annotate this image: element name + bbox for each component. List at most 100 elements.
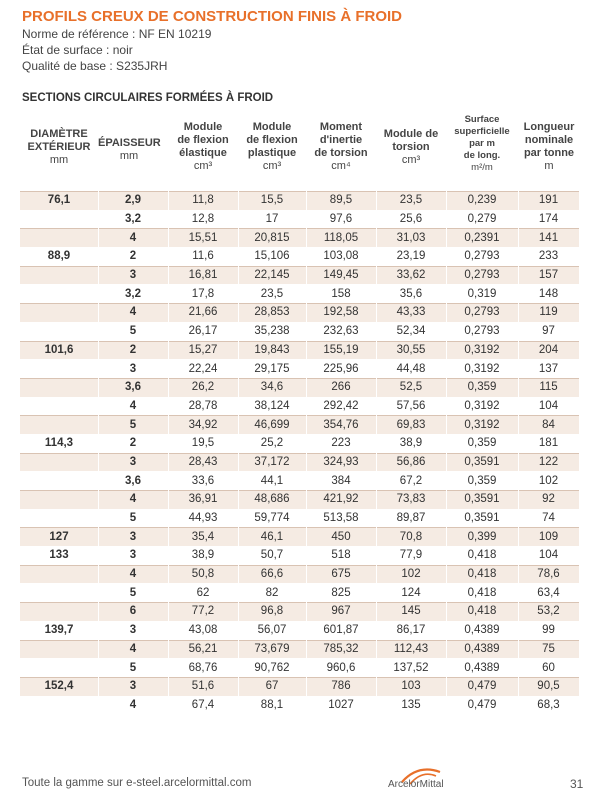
cell-surface: 0,3192 bbox=[464, 343, 500, 356]
column-divider bbox=[376, 639, 377, 659]
column-divider bbox=[446, 191, 447, 210]
column-divider bbox=[238, 396, 239, 416]
page-title: PROFILS CREUX DE CONSTRUCTION FINIS À FR… bbox=[22, 8, 403, 25]
cell-module-torsion: 124 bbox=[401, 586, 421, 599]
cell-diametre bbox=[20, 640, 98, 659]
table-row: 114,3 2 19,5 25,2 223 38,9 0,359 181 bbox=[20, 433, 579, 453]
cell-module-torsion: 23,5 bbox=[399, 194, 423, 207]
column-divider bbox=[518, 564, 519, 584]
column-divider bbox=[306, 228, 307, 248]
cell-epaisseur: 2 bbox=[129, 250, 137, 263]
column-divider bbox=[98, 620, 99, 640]
cell-module-plastique: 56,07 bbox=[257, 624, 287, 637]
cell-moment-inertie: 103,08 bbox=[323, 250, 359, 263]
cell-diametre: 127 bbox=[49, 530, 69, 543]
column-divider bbox=[376, 546, 377, 565]
column-divider bbox=[168, 265, 169, 285]
column-divider bbox=[446, 377, 447, 397]
column-divider bbox=[238, 415, 239, 434]
column-divider bbox=[98, 452, 99, 472]
cell-module-plastique: 90,762 bbox=[254, 661, 290, 674]
column-divider bbox=[518, 191, 519, 210]
cell-longueur: 148 bbox=[538, 287, 559, 300]
cell-moment-inertie: 825 bbox=[331, 586, 351, 599]
footer-link[interactable]: Toute la gamme sur e-steel.arcelormittal… bbox=[22, 777, 252, 789]
column-divider bbox=[238, 321, 239, 341]
column-divider bbox=[518, 639, 519, 659]
brand-name: ArcelorMittal bbox=[388, 779, 444, 790]
column-divider bbox=[168, 247, 169, 266]
column-divider bbox=[446, 303, 447, 322]
column-divider bbox=[98, 303, 99, 322]
column-divider bbox=[518, 433, 519, 453]
cell-module-plastique: 67 bbox=[265, 680, 279, 693]
column-divider bbox=[168, 396, 169, 416]
column-divider bbox=[306, 247, 307, 266]
cell-longueur: 78,6 bbox=[537, 568, 560, 581]
header-module-plastique: Module de flexion plastique cm³ bbox=[238, 121, 306, 173]
cell-module-plastique: 17 bbox=[265, 213, 279, 226]
column-divider bbox=[376, 658, 377, 677]
column-divider bbox=[168, 546, 169, 565]
table-row: 4 36,91 48,686 421,92 73,83 0,3591 92 bbox=[20, 490, 579, 509]
header-module-elastique: Module de flexion élastique cm³ bbox=[168, 121, 238, 173]
cell-epaisseur: 4 bbox=[129, 493, 137, 506]
column-divider bbox=[376, 209, 377, 229]
cell-module-torsion: 57,56 bbox=[396, 399, 426, 412]
cell-longueur: 84 bbox=[542, 418, 555, 431]
cell-module-torsion: 56,86 bbox=[396, 455, 426, 468]
column-divider bbox=[98, 284, 99, 304]
header-mi-line1: Moment bbox=[319, 121, 363, 133]
cell-epaisseur: 5 bbox=[129, 325, 137, 338]
column-divider bbox=[306, 265, 307, 285]
column-divider bbox=[98, 191, 99, 210]
table-row: 101,6 2 15,27 19,843 155,19 30,55 0,3192 204 bbox=[20, 340, 579, 360]
cell-surface: 0,3591 bbox=[464, 493, 500, 506]
table-row: 4 21,66 28,853 192,58 43,33 0,2793 119 bbox=[20, 303, 579, 322]
column-divider bbox=[376, 340, 377, 360]
column-divider bbox=[306, 359, 307, 378]
cell-diametre bbox=[20, 378, 98, 397]
cell-epaisseur: 3 bbox=[129, 362, 137, 375]
cell-module-plastique: 28,853 bbox=[254, 306, 290, 319]
cell-epaisseur: 5 bbox=[129, 418, 137, 431]
cell-module-elastique: 16,81 bbox=[188, 269, 218, 282]
cell-module-plastique: 22,145 bbox=[254, 269, 290, 282]
cell-epaisseur: 3,6 bbox=[125, 474, 141, 487]
header-diametre: DIAMÈTRE EXTÉRIEUR mm bbox=[20, 128, 98, 167]
column-divider bbox=[306, 377, 307, 397]
column-divider bbox=[98, 433, 99, 453]
cell-diametre bbox=[20, 415, 98, 434]
cell-module-elastique: 36,91 bbox=[188, 493, 218, 506]
header-module-torsion: Module de torsion cm³ bbox=[376, 128, 446, 167]
table-row: 127 3 35,4 46,1 450 70,8 0,399 109 bbox=[20, 527, 579, 547]
column-divider bbox=[446, 658, 447, 677]
cell-module-elastique: 11,6 bbox=[192, 250, 214, 263]
cell-module-plastique: 88,1 bbox=[260, 698, 284, 711]
cell-longueur: 174 bbox=[538, 213, 559, 226]
header-moment-inertie: Moment d'inertie de torsion cm⁴ bbox=[306, 121, 376, 173]
cell-diametre bbox=[20, 210, 98, 229]
column-divider bbox=[518, 303, 519, 322]
column-divider bbox=[446, 359, 447, 378]
cell-module-elastique: 68,76 bbox=[188, 661, 218, 674]
column-divider bbox=[376, 303, 377, 322]
column-divider bbox=[168, 321, 169, 341]
cell-module-elastique: 19,5 bbox=[191, 437, 215, 450]
column-divider bbox=[376, 433, 377, 453]
cell-module-elastique: 43,08 bbox=[188, 624, 218, 637]
column-divider bbox=[168, 452, 169, 472]
column-divider bbox=[518, 490, 519, 509]
column-divider bbox=[376, 452, 377, 472]
cell-epaisseur: 4 bbox=[129, 231, 137, 244]
column-divider bbox=[518, 583, 519, 603]
column-divider bbox=[446, 433, 447, 453]
header-me-line1: Module bbox=[183, 121, 223, 133]
column-divider bbox=[446, 265, 447, 285]
cell-module-plastique: 20,815 bbox=[254, 231, 290, 244]
cell-longueur: 109 bbox=[538, 530, 559, 543]
column-divider bbox=[238, 228, 239, 248]
cell-diametre bbox=[20, 359, 98, 378]
cell-moment-inertie: 223 bbox=[331, 437, 351, 450]
cell-surface: 0,479 bbox=[467, 680, 497, 693]
